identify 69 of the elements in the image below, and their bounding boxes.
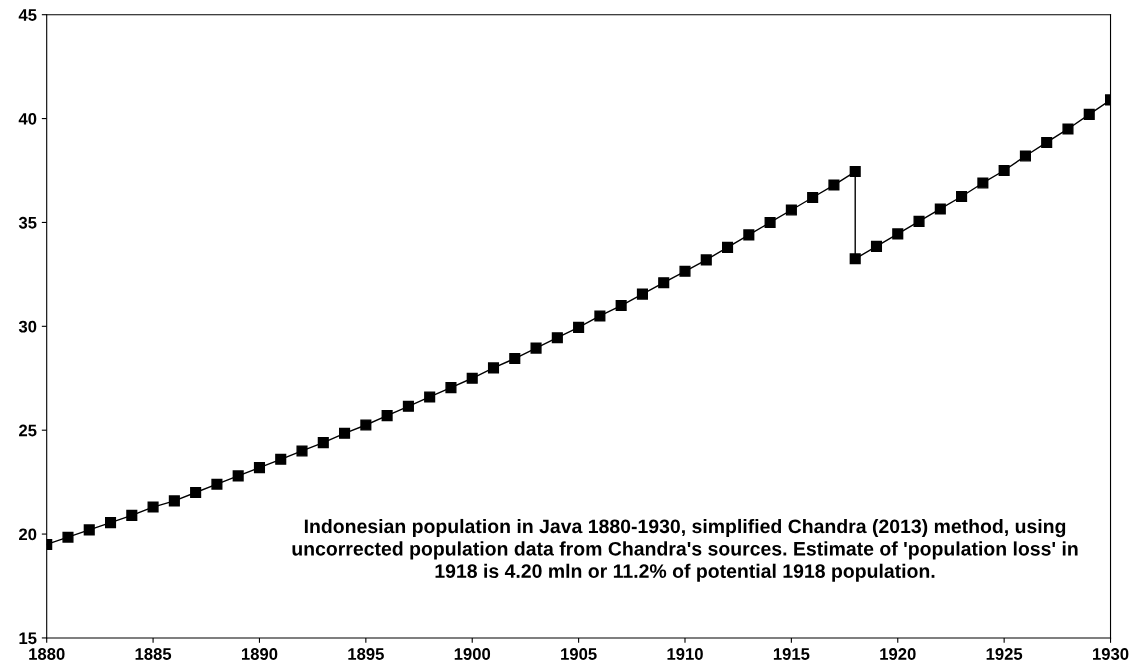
point	[743, 229, 755, 241]
point	[83, 524, 95, 536]
x-tick-label: 1910	[667, 648, 703, 660]
point	[1062, 123, 1074, 135]
point	[636, 288, 648, 300]
point	[445, 382, 457, 394]
point	[509, 352, 521, 365]
y-tick-label: 45	[18, 9, 37, 21]
point	[275, 453, 287, 465]
point	[913, 215, 925, 227]
point	[998, 164, 1010, 177]
x-tick-label: 1905	[561, 648, 597, 660]
x-tick-label: 1925	[986, 648, 1023, 660]
point	[296, 445, 308, 457]
x-tick-label: 1930	[1093, 648, 1129, 660]
point	[339, 427, 351, 439]
x-tick-label: 1920	[880, 648, 916, 660]
y-tick-label: 25	[19, 424, 37, 437]
y-tick-label: 40	[18, 112, 37, 125]
point	[1019, 150, 1031, 162]
x-tick-label: 1900	[454, 648, 491, 660]
point	[466, 372, 478, 384]
point	[360, 419, 372, 431]
point	[679, 265, 691, 277]
point	[424, 391, 436, 403]
point	[721, 241, 734, 253]
y-tick-label: 15	[19, 632, 37, 645]
point	[785, 204, 797, 216]
point	[104, 517, 117, 529]
x-tick-label: 1915	[773, 648, 810, 660]
point	[1083, 108, 1095, 120]
point	[615, 299, 627, 312]
point	[253, 462, 266, 474]
point	[870, 240, 883, 252]
x-tick-label: 1895	[348, 648, 384, 660]
point	[934, 203, 946, 215]
y-tick-label: 30	[18, 320, 37, 333]
point	[168, 495, 180, 507]
point	[402, 400, 414, 412]
point	[956, 190, 968, 203]
point	[551, 332, 563, 344]
point	[62, 531, 74, 543]
point	[594, 310, 606, 322]
annotation: Indonesian population in Java 1880-1930, simplified Chandra (2013) method, using uncorrected population data from Chandra's sources. Estimate of 'population loss' in 1918 is 4.20 mln or 11.2% of potential 1918 population.	[292, 518, 1078, 582]
y-tick-label: 20	[19, 528, 37, 541]
point	[764, 216, 776, 229]
point	[807, 191, 819, 204]
point	[849, 165, 861, 178]
point	[126, 509, 138, 521]
point	[530, 342, 542, 354]
point	[147, 501, 159, 513]
point	[849, 253, 861, 265]
point	[573, 321, 585, 333]
y-tick-label: 35	[18, 216, 37, 229]
point	[700, 254, 712, 266]
x-tick-label: 1885	[135, 648, 172, 660]
point	[977, 177, 989, 189]
point	[828, 179, 840, 191]
point	[211, 478, 223, 490]
point	[232, 470, 244, 482]
point	[190, 486, 202, 499]
x-tick-label: 1890	[241, 648, 278, 660]
point	[317, 437, 329, 449]
point	[658, 277, 670, 289]
point	[1041, 136, 1053, 149]
point	[892, 228, 904, 240]
point	[381, 410, 393, 422]
point	[487, 362, 500, 374]
x-tick-label: 1880	[29, 648, 65, 660]
